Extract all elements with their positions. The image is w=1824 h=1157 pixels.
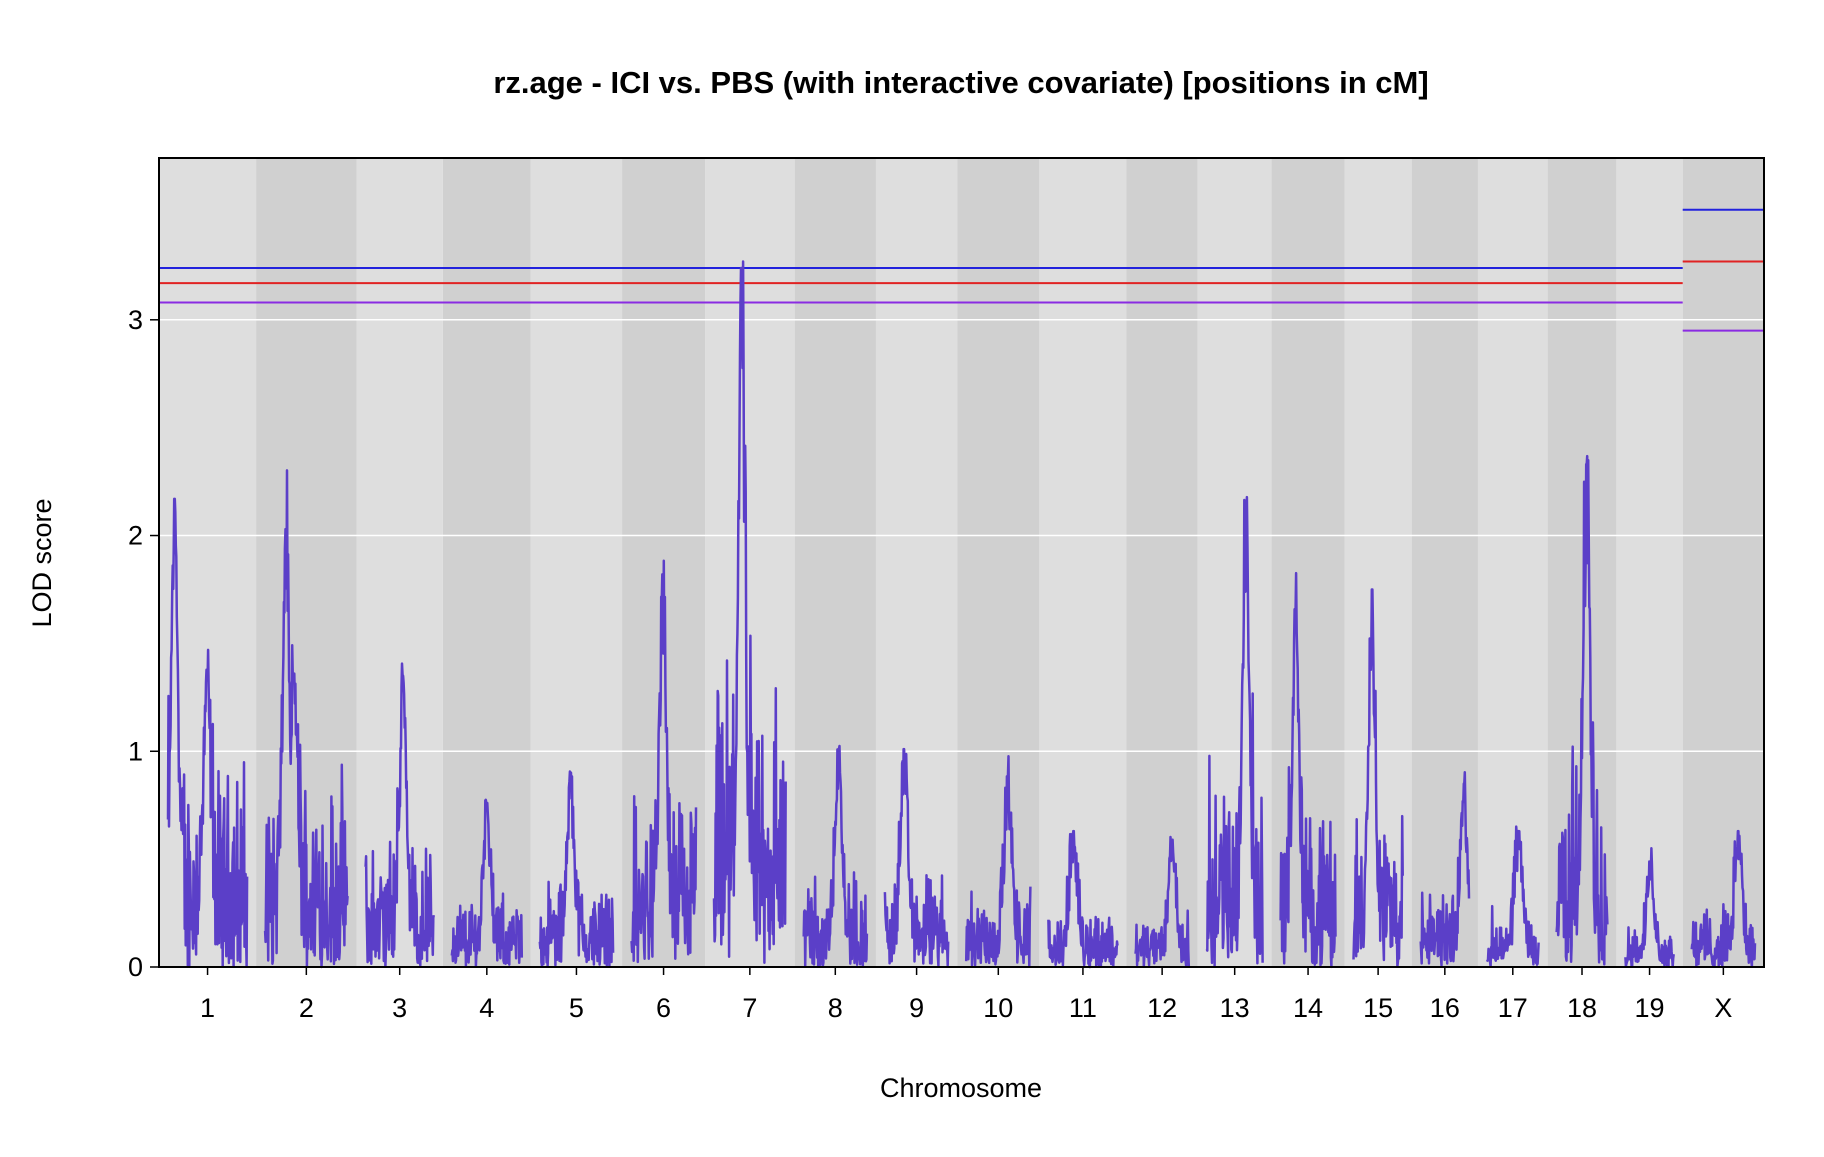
x-tick-label: 10 [983,993,1013,1023]
y-tick-label: 1 [128,736,143,766]
x-tick-label: 2 [299,993,314,1023]
chromosome-band-11 [1039,158,1126,967]
chromosome-band-19 [1616,158,1682,967]
x-tick-label: 18 [1567,993,1597,1023]
chart-title: rz.age - ICI vs. PBS (with interactive c… [493,65,1428,100]
chromosome-band-X [1683,158,1764,967]
x-tick-label: 19 [1635,993,1665,1023]
chromosome-band-3 [357,158,443,967]
x-tick-label: 17 [1498,993,1528,1023]
chromosome-band-4 [443,158,531,967]
y-tick-label: 3 [128,305,143,335]
x-tick-label: 12 [1147,993,1177,1023]
x-axis-title: Chromosome [880,1073,1042,1103]
x-tick-label: 14 [1293,993,1323,1023]
chromosome-band-17 [1478,158,1548,967]
chromosome-band-5 [531,158,622,967]
chromosome-band-12 [1126,158,1197,967]
x-tick-label: 16 [1430,993,1460,1023]
x-tick-label: 4 [479,993,494,1023]
y-tick-label: 0 [128,952,143,982]
y-axis-title: LOD score [27,498,57,627]
y-tick-label: 2 [128,521,143,551]
y-axis: 0 1 2 3 [128,305,159,982]
x-tick-label: 3 [392,993,407,1023]
x-tick-label: 6 [656,993,671,1023]
chromosome-band-14 [1272,158,1345,967]
x-tick-label: 5 [569,993,584,1023]
chromosome-band-10 [957,158,1039,967]
chromosome-band-18 [1548,158,1617,967]
x-tick-label: 13 [1220,993,1250,1023]
x-tick-label: 1 [200,993,215,1023]
x-tick-label: X [1714,993,1732,1023]
x-tick-label: 7 [742,993,757,1023]
x-tick-label: 11 [1069,993,1097,1023]
x-tick-label: 8 [828,993,843,1023]
x-tick-label: 9 [909,993,924,1023]
x-tick-label: 15 [1363,993,1393,1023]
chromosome-bands [159,158,1764,967]
chromosome-band-9 [876,158,957,967]
